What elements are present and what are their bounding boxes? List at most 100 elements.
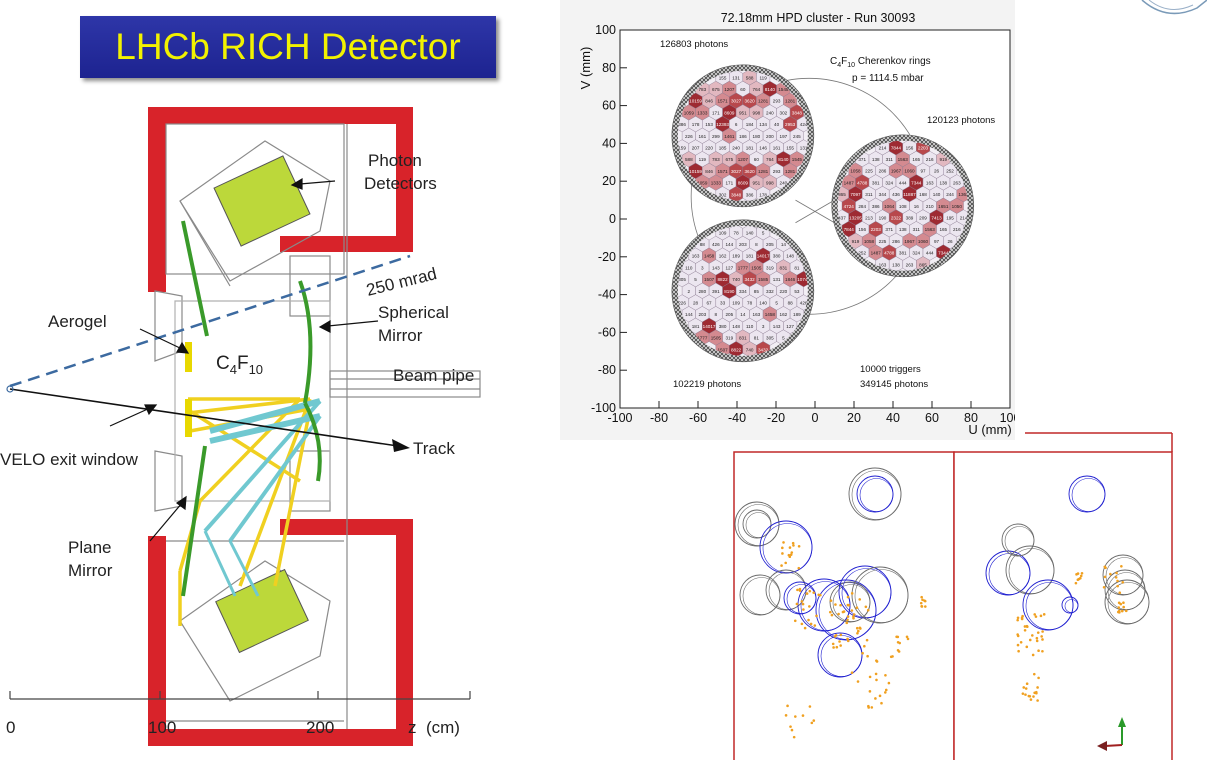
hpd-hex-value: 140 [933,192,941,197]
event-hit [812,719,816,722]
event-hit [1074,581,1078,585]
hpd-hex-value: 6 [735,122,738,127]
hpd-hex-value: 10159 [689,169,702,174]
hpd-hex-value: 189 [732,254,740,259]
hpd-hex-value: 740 [732,277,740,282]
hpd-hex-value: 108 [899,204,907,209]
event-hit [1041,649,1044,653]
mrad-line [9,254,411,388]
hpd-hex-value: 4724 [844,204,855,209]
hpd-hex-value: 1571 [717,169,728,174]
event-panel-left [733,451,955,760]
event-hit [810,721,814,725]
event-hit [1037,649,1040,653]
hpd-hex-value: 178 [692,122,700,127]
hpd-hex-value: 26 [934,169,940,174]
event-hit [786,704,789,708]
hpd-ytick-label: -20 [598,250,616,264]
spherical-mirror-bottom [303,402,322,482]
hpd-hex-value: 14017 [703,324,716,329]
hpd-hex-value: 426 [800,301,808,306]
hpd-xtick-label: 20 [847,411,861,425]
event-hit [846,615,850,618]
event-hit [905,635,909,639]
event-displays [733,432,1173,760]
hpd-hex-value: 426 [712,242,720,247]
track-label: Track [413,439,455,458]
hpd-hex-value: 444 [899,180,907,185]
hpd-hex-value: 951 [753,181,761,186]
hpd-hex-value: 386 [872,204,880,209]
hpd-hex-value: 205 [766,242,774,247]
event-hit [1016,616,1020,620]
hpd-ytick-label: 40 [602,136,616,150]
hpd-hex-value: 1207 [738,157,749,162]
z-axis-label: z (cm) [408,718,460,737]
event-hit [1027,694,1031,698]
event-hit [1103,565,1107,569]
hpd-hex-value: 1563 [898,157,909,162]
hpd-hex-value: 216 [953,227,961,232]
hpd-hex-value: 1064 [884,204,895,209]
hpd-hex-value: 26 [947,239,953,244]
hpd-hex-value: 203 [698,312,706,317]
hpd-hex-value: 163 [879,262,887,267]
event-hit [920,595,923,599]
hpd-hex-value: 119 [759,75,767,80]
hpd-hex-value: 919 [939,157,947,162]
hpd-hex-value: 3848 [731,192,742,197]
event-hit [1036,631,1040,634]
event-hit [802,608,805,611]
hpd-ytick-label: 80 [602,61,616,75]
hpd-hex-value: 81 [754,336,760,341]
hpd-hex-value: 181 [746,254,754,259]
hpd-hex-value: 334 [739,289,747,294]
hpd-hex-value: 11887 [903,192,916,197]
event-hit [1017,649,1020,653]
hpd-hex-value: 14 [740,312,746,317]
hpd-hex-value: 4788 [857,180,868,185]
hpd-hex-value: 119 [699,157,707,162]
hpd-hex-value: 1487 [844,180,855,185]
event-hit [921,598,924,602]
hpd-hex-value: 181 [746,146,754,151]
hpd-hex-value: 444 [926,251,934,256]
event-hit [1079,574,1083,578]
hpd-hex-value: 213 [865,215,873,220]
hpd-axes: -100-80-60-40-20020406080100100806040200… [591,23,1015,425]
hpd-hex-value: 371 [858,157,866,162]
hpd-hex-value: 319 [726,336,734,341]
event-ring [1025,582,1074,630]
event-hit [833,635,837,638]
hpd-ytick-label: 60 [602,99,616,113]
hpd-hex-value: 1058 [864,239,875,244]
event-hit [1040,635,1043,638]
hpd-hex-value: 16 [914,204,920,209]
hpd-annot-right: 120123 photons [927,115,995,126]
event-hit [880,701,883,705]
hpd-hex-value: 1545 [792,157,803,162]
event-hit [808,705,812,708]
hpd-hex-value: 1458 [704,254,715,259]
event-hit [795,602,799,606]
hpd-hex-value: 134 [759,122,767,127]
event-hit [801,714,805,717]
photon-detectors-label-line2: Detectors [364,174,437,193]
event-hit [870,706,874,709]
event-right-rings [985,475,1150,702]
hpd-hex-value: 161 [773,146,781,151]
event-hit [788,546,792,549]
hpd-hex-value: 1281 [758,169,769,174]
hpd-hex-value: 764 [753,87,761,92]
hpd-hex-value: 381 [899,251,907,256]
interaction-point [6,385,14,393]
hpd-hex-value: 846 [705,169,713,174]
event-hit [884,688,888,692]
hpd-xlabel: U (mm) [968,422,1011,437]
hpd-ytick-label: -40 [598,288,616,302]
hpd-hex-value: 437 [838,215,846,220]
hpd-hex-value: 203 [739,242,747,247]
hpd-hex-value: 998 [753,110,761,115]
event-ring [854,569,909,623]
hpd-hex-value: 40 [774,122,780,127]
